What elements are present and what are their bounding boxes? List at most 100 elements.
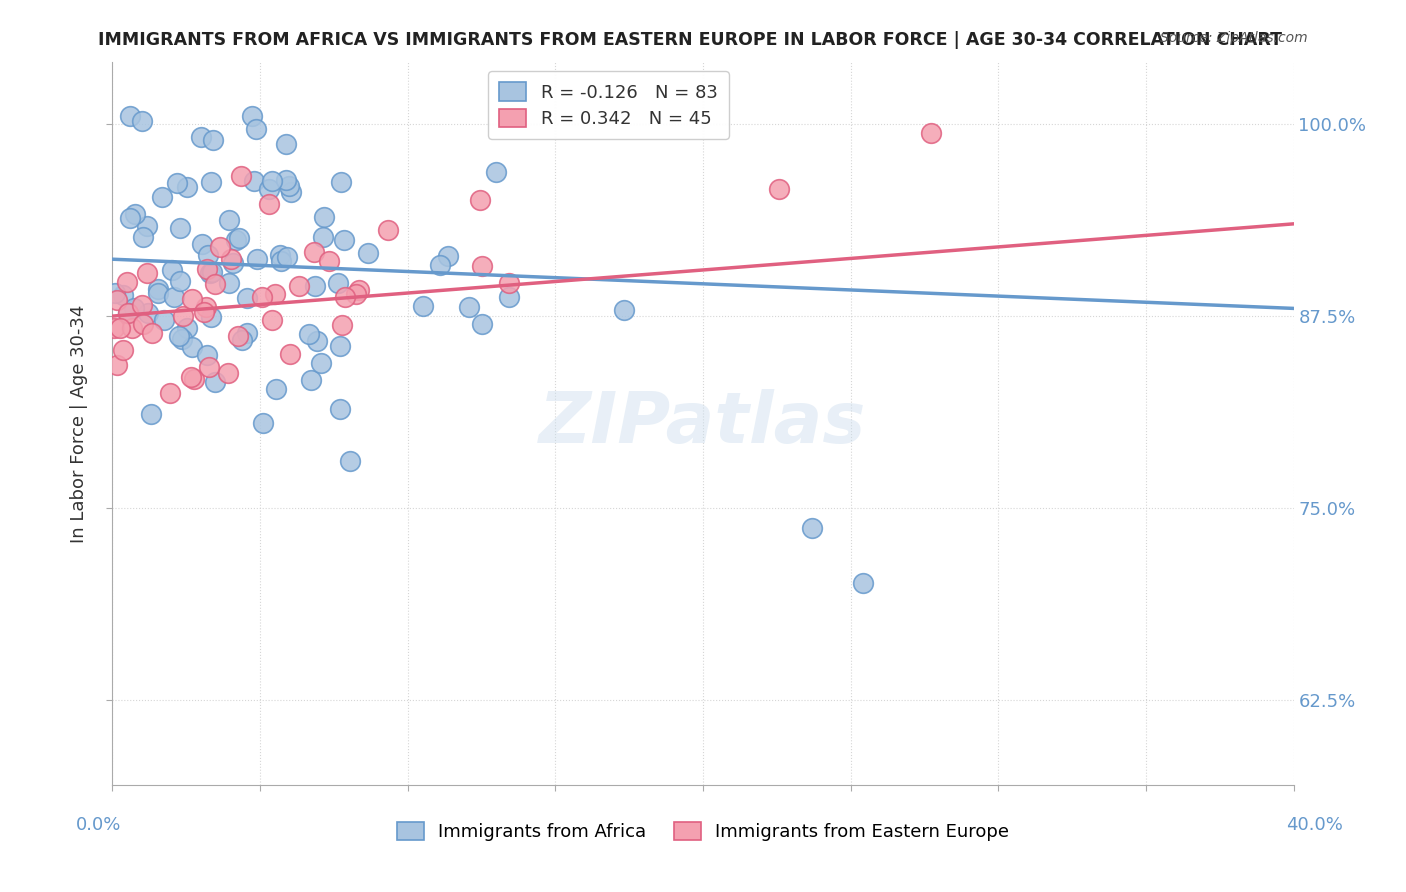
Point bbox=[136, 306, 159, 320]
Point bbox=[169, 220, 191, 235]
Point bbox=[920, 126, 942, 140]
Point bbox=[167, 328, 190, 343]
Point bbox=[104, 285, 127, 300]
Point bbox=[135, 267, 157, 281]
Point bbox=[377, 223, 399, 237]
Point bbox=[262, 312, 284, 326]
Point bbox=[852, 576, 875, 591]
Point bbox=[191, 237, 214, 252]
Point bbox=[228, 230, 250, 244]
Point bbox=[197, 348, 219, 362]
Point bbox=[183, 372, 205, 386]
Point bbox=[309, 356, 332, 370]
Point bbox=[276, 173, 298, 187]
Point bbox=[329, 175, 352, 189]
Point bbox=[150, 190, 173, 204]
Point bbox=[412, 299, 434, 313]
Point bbox=[163, 290, 186, 304]
Point bbox=[172, 309, 194, 323]
Point bbox=[280, 185, 302, 199]
Text: 40.0%: 40.0% bbox=[1286, 816, 1343, 834]
Point bbox=[299, 373, 322, 387]
Point bbox=[801, 521, 824, 535]
Point bbox=[250, 290, 273, 304]
Point bbox=[148, 285, 170, 300]
Point bbox=[302, 244, 325, 259]
Point bbox=[217, 366, 239, 380]
Point bbox=[120, 211, 142, 225]
Point bbox=[132, 318, 155, 332]
Point bbox=[180, 370, 202, 384]
Point bbox=[264, 287, 287, 301]
Point bbox=[468, 193, 491, 207]
Point bbox=[124, 207, 146, 221]
Point bbox=[115, 275, 138, 289]
Point bbox=[131, 113, 153, 128]
Point bbox=[236, 291, 259, 305]
Point bbox=[111, 343, 134, 358]
Point bbox=[176, 180, 198, 194]
Point bbox=[146, 282, 169, 296]
Point bbox=[471, 259, 494, 273]
Point bbox=[305, 334, 328, 349]
Point bbox=[312, 230, 335, 244]
Point bbox=[339, 454, 361, 468]
Point bbox=[328, 402, 350, 417]
Point bbox=[347, 283, 370, 297]
Point bbox=[458, 300, 481, 314]
Point bbox=[152, 313, 174, 327]
Point bbox=[181, 293, 204, 307]
Point bbox=[112, 288, 135, 302]
Point bbox=[169, 273, 191, 287]
Point bbox=[202, 133, 225, 147]
Point bbox=[204, 277, 226, 291]
Legend: Immigrants from Africa, Immigrants from Eastern Europe: Immigrants from Africa, Immigrants from … bbox=[389, 814, 1017, 848]
Text: 0.0%: 0.0% bbox=[76, 816, 121, 834]
Point bbox=[201, 265, 224, 279]
Text: IMMIGRANTS FROM AFRICA VS IMMIGRANTS FROM EASTERN EUROPE IN LABOR FORCE | AGE 30: IMMIGRANTS FROM AFRICA VS IMMIGRANTS FRO… bbox=[98, 31, 1282, 49]
Point bbox=[193, 304, 215, 318]
Point bbox=[276, 251, 298, 265]
Point bbox=[344, 287, 367, 301]
Point bbox=[200, 310, 222, 324]
Point bbox=[257, 182, 280, 196]
Point bbox=[329, 339, 352, 353]
Point bbox=[218, 212, 240, 227]
Point bbox=[117, 306, 139, 320]
Point bbox=[139, 407, 162, 421]
Point bbox=[312, 210, 335, 224]
Point bbox=[228, 329, 250, 343]
Point bbox=[278, 347, 301, 361]
Point bbox=[257, 196, 280, 211]
Y-axis label: In Labor Force | Age 30-34: In Labor Force | Age 30-34 bbox=[70, 304, 89, 543]
Point bbox=[240, 109, 263, 123]
Point bbox=[198, 267, 221, 281]
Point bbox=[333, 290, 356, 304]
Text: Source: ZipAtlas.com: Source: ZipAtlas.com bbox=[1160, 31, 1308, 45]
Point bbox=[236, 326, 259, 341]
Point bbox=[470, 317, 492, 331]
Point bbox=[288, 278, 311, 293]
Point bbox=[166, 176, 188, 190]
Point bbox=[105, 293, 128, 308]
Point bbox=[135, 219, 157, 233]
Point bbox=[225, 233, 247, 247]
Point bbox=[200, 175, 222, 189]
Point bbox=[170, 332, 193, 346]
Point bbox=[269, 248, 291, 262]
Point bbox=[297, 327, 319, 342]
Point bbox=[194, 300, 217, 314]
Point bbox=[231, 169, 253, 184]
Point bbox=[262, 174, 284, 188]
Point bbox=[333, 233, 356, 247]
Point bbox=[330, 318, 353, 332]
Point bbox=[218, 276, 240, 290]
Point bbox=[197, 248, 219, 262]
Point bbox=[121, 320, 143, 334]
Point bbox=[131, 297, 153, 311]
Point bbox=[190, 130, 212, 145]
Point bbox=[437, 249, 460, 263]
Point bbox=[176, 321, 198, 335]
Point bbox=[195, 262, 218, 277]
Point bbox=[181, 339, 204, 353]
